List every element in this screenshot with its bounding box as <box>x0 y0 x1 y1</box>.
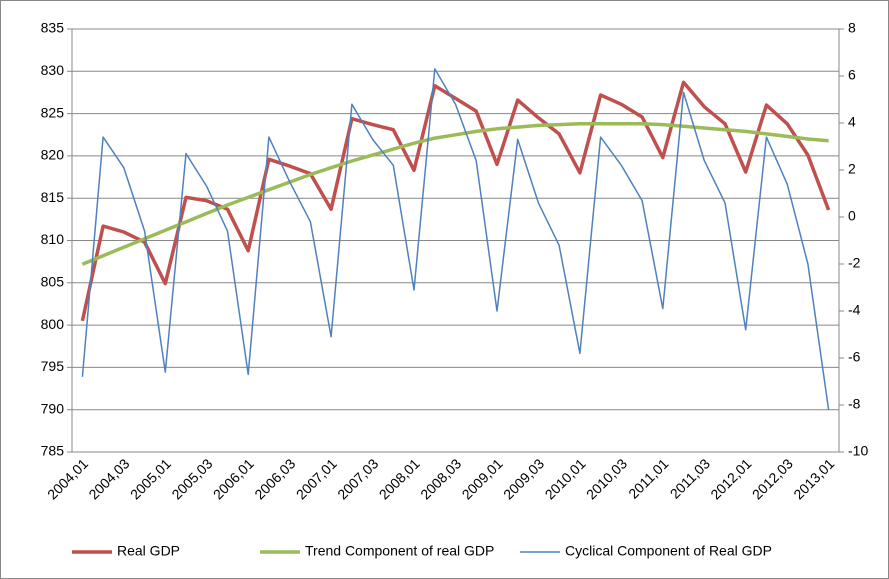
y2-tick-label: 2 <box>848 161 856 177</box>
y-tick-label: 825 <box>41 104 65 120</box>
y2-tick-label: -6 <box>848 349 861 365</box>
y2-tick-label: -2 <box>848 255 861 271</box>
series-line <box>81 68 830 410</box>
y-tick-label: 800 <box>41 316 65 332</box>
y-tick-label: 830 <box>41 62 65 78</box>
y2-tick-label: 8 <box>848 20 856 36</box>
y-tick-label: 790 <box>41 400 65 416</box>
y-tick-label: 835 <box>41 20 65 36</box>
y2-tick-label: 0 <box>848 208 856 224</box>
y2-tick-label: 6 <box>848 67 856 83</box>
series-line <box>81 122 829 266</box>
y2-tick-label: -10 <box>848 443 868 459</box>
y-tick-label: 785 <box>41 443 65 459</box>
series-line <box>80 80 831 322</box>
legend-label: Real GDP <box>117 543 180 559</box>
y-tick-label: 820 <box>41 147 65 163</box>
y-tick-label: 810 <box>41 231 65 247</box>
y2-tick-label: -4 <box>848 302 861 318</box>
legend-label: Cyclical Component of Real GDP <box>565 543 772 559</box>
y-tick-label: 815 <box>41 189 65 205</box>
y-tick-label: 805 <box>41 274 65 290</box>
y-tick-label: 795 <box>41 358 65 374</box>
legend-label: Trend Component of real GDP <box>305 543 494 559</box>
y2-tick-label: 4 <box>848 114 856 130</box>
y2-tick-label: -8 <box>848 396 861 412</box>
